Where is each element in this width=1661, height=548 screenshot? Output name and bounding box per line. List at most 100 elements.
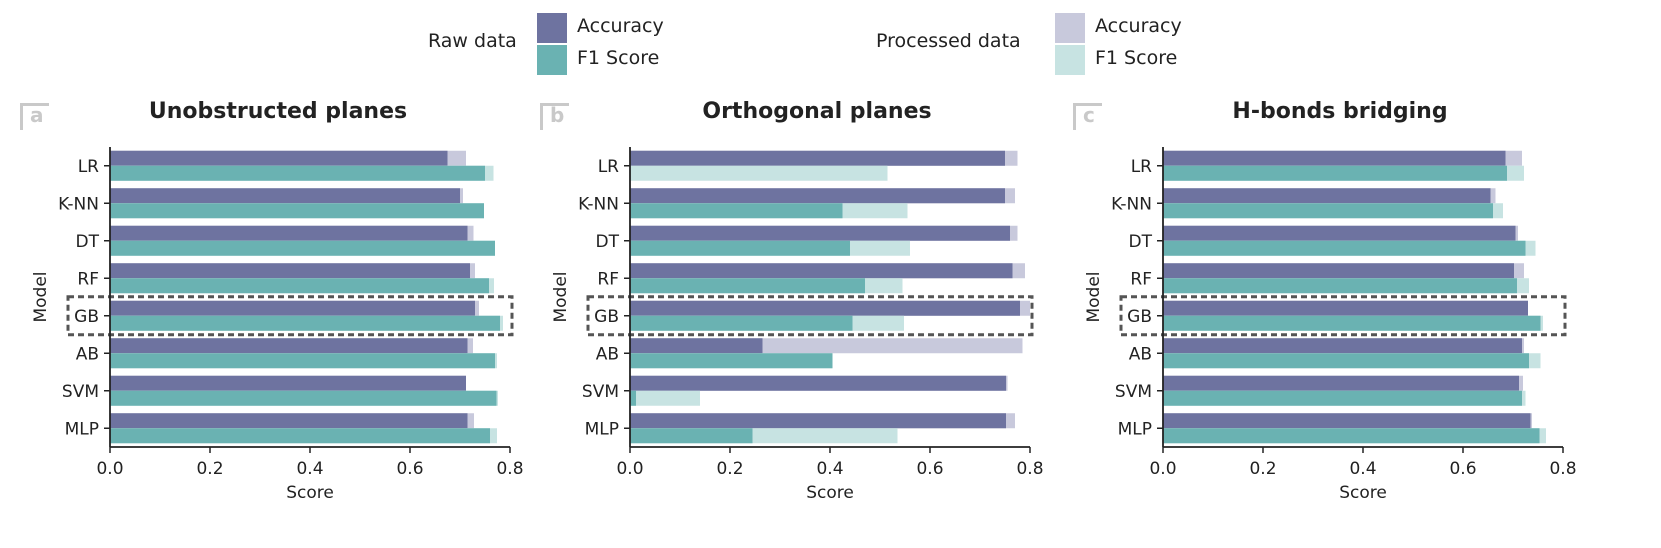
y-axis-label: Model	[551, 271, 571, 322]
x-tick-label: 0.4	[1349, 459, 1376, 479]
panel-letter-frame	[1073, 103, 1102, 130]
y-tick-label: AB	[1129, 344, 1152, 364]
x-axis-label: Score	[806, 483, 854, 503]
x-tick-label: 0.8	[1549, 459, 1576, 479]
bar-raw-f1-ab	[110, 353, 495, 369]
bar-raw-accuracy-lr	[630, 150, 1005, 166]
bar-raw-f1-ab	[630, 353, 833, 369]
y-tick-label: MLP	[585, 419, 619, 439]
bar-raw-accuracy-mlp	[1163, 413, 1531, 429]
panel-title: Orthogonal planes	[702, 99, 932, 124]
x-tick-label: 0.6	[916, 459, 943, 479]
y-tick-label: DT	[1129, 232, 1153, 252]
panel-a: a Unobstructed planes LR K-NN DT RF GB AB SVM M…	[0, 95, 540, 544]
highlight-box-gb	[1119, 295, 1567, 337]
bar-raw-accuracy-mlp	[110, 413, 468, 429]
y-tick-label: K-NN	[58, 194, 99, 214]
bar-raw-accuracy-k-nn	[630, 188, 1005, 204]
x-tick-label: 0.2	[1249, 459, 1276, 479]
bar-raw-accuracy-dt	[110, 225, 468, 241]
bar-raw-f1-dt	[1163, 240, 1526, 256]
x-tick-label: 0.6	[396, 459, 423, 479]
bar-raw-accuracy-rf	[1163, 263, 1514, 279]
y-tick-label: LR	[78, 157, 99, 177]
y-axis-label: Model	[31, 271, 51, 322]
bar-raw-accuracy-svm	[110, 375, 466, 391]
panel-c: c H-bonds bridging LR K-NN DT RF GB AB SVM MLP 0…	[1053, 95, 1593, 544]
bar-raw-accuracy-lr	[1163, 150, 1506, 166]
bar-raw-accuracy-rf	[110, 263, 470, 279]
panel-letter: a	[30, 103, 44, 127]
bar-raw-f1-lr	[1163, 165, 1507, 181]
panel-title: Unobstructed planes	[148, 99, 408, 124]
panel-letter-frame	[20, 103, 49, 130]
bar-raw-f1-gb	[1163, 315, 1541, 331]
legend-swatch-processed-accuracy	[1055, 13, 1085, 43]
y-axis-label: Model	[1084, 271, 1104, 322]
bar-raw-accuracy-gb	[1163, 300, 1528, 316]
legend-swatch-raw-f1	[537, 45, 567, 75]
bar-raw-accuracy-gb	[630, 300, 1020, 316]
x-tick-label: 0.4	[296, 459, 323, 479]
bar-raw-f1-k-nn	[110, 203, 484, 219]
y-tick-label: RF	[1130, 269, 1152, 289]
bar-raw-accuracy-dt	[1163, 225, 1516, 241]
bar-raw-f1-mlp	[1163, 428, 1540, 444]
highlight-box-gb	[586, 295, 1034, 337]
panel-b: b Orthogonal planes LR K-NN DT RF GB AB SVM MLP…	[520, 95, 1060, 544]
bar-raw-f1-ab	[1163, 353, 1529, 369]
legend-processed-accuracy-label: Accuracy	[1095, 15, 1182, 37]
bar-raw-accuracy-svm	[630, 375, 1006, 391]
legend-processed-f1-label: F1 Score	[1095, 47, 1178, 69]
x-axis-label: Score	[1339, 483, 1387, 503]
bar-raw-accuracy-rf	[630, 263, 1013, 279]
bar-raw-f1-mlp	[110, 428, 490, 444]
legend-raw-f1-label: F1 Score	[577, 47, 660, 69]
x-tick-label: 0.8	[1016, 459, 1043, 479]
y-tick-label: AB	[76, 344, 99, 364]
legend-swatch-processed-f1	[1055, 45, 1085, 75]
bar-raw-accuracy-k-nn	[110, 188, 460, 204]
panel-letter: c	[1083, 103, 1095, 127]
highlight-box-gb	[66, 295, 514, 337]
bar-raw-f1-svm	[110, 390, 497, 406]
y-tick-label: MLP	[1118, 419, 1152, 439]
bar-raw-f1-gb	[110, 315, 500, 331]
x-axis-label: Score	[286, 483, 334, 503]
panel-letter: b	[550, 103, 565, 127]
bar-raw-accuracy-k-nn	[1163, 188, 1491, 204]
y-tick-label: GB	[594, 307, 619, 327]
bar-raw-f1-k-nn	[1163, 203, 1493, 219]
y-tick-label: SVM	[62, 382, 99, 402]
y-tick-label: RF	[597, 269, 619, 289]
chart-unobstructed-planes: LR K-NN DT RF GB AB SVM MLP 0.0 0.2 0.4 0.6 0.8 Score…	[31, 147, 524, 503]
y-tick-label: LR	[598, 157, 619, 177]
x-tick-label: 0.4	[816, 459, 843, 479]
bar-raw-accuracy-svm	[1163, 375, 1519, 391]
bar-processed-f1-lr	[630, 165, 888, 181]
chart-h-bonds-bridging: LR K-NN DT RF GB AB SVM MLP 0.0 0.2 0.4 0.6 0.8 Score…	[1084, 147, 1577, 503]
bar-raw-f1-svm	[630, 390, 636, 406]
y-tick-label: AB	[596, 344, 619, 364]
y-tick-label: LR	[1131, 157, 1152, 177]
y-tick-label: DT	[596, 232, 620, 252]
legend-processed-data-label: Processed data	[876, 30, 1021, 52]
bar-raw-f1-svm	[1163, 390, 1522, 406]
bar-raw-f1-lr	[110, 165, 485, 181]
x-tick-label: 0.2	[716, 459, 743, 479]
y-tick-label: DT	[76, 232, 100, 252]
bar-raw-accuracy-lr	[110, 150, 448, 166]
bar-raw-accuracy-ab	[110, 338, 468, 354]
legend-raw-accuracy-label: Accuracy	[577, 15, 664, 37]
bar-raw-f1-k-nn	[630, 203, 843, 219]
x-tick-label: 0.2	[196, 459, 223, 479]
bar-raw-f1-rf	[1163, 278, 1517, 294]
bar-raw-f1-rf	[630, 278, 865, 294]
y-tick-label: MLP	[65, 419, 99, 439]
legend: Raw data Accuracy F1 Score Processed dat…	[0, 0, 1661, 90]
chart-orthogonal-planes: LR K-NN DT RF GB AB SVM MLP 0.0 0.2 0.4 0.6 0.8 Score…	[551, 147, 1044, 503]
y-tick-label: RF	[77, 269, 99, 289]
x-tick-label: 0.0	[1149, 459, 1176, 479]
legend-raw-data-label: Raw data	[428, 30, 517, 52]
y-tick-label: GB	[1127, 307, 1152, 327]
